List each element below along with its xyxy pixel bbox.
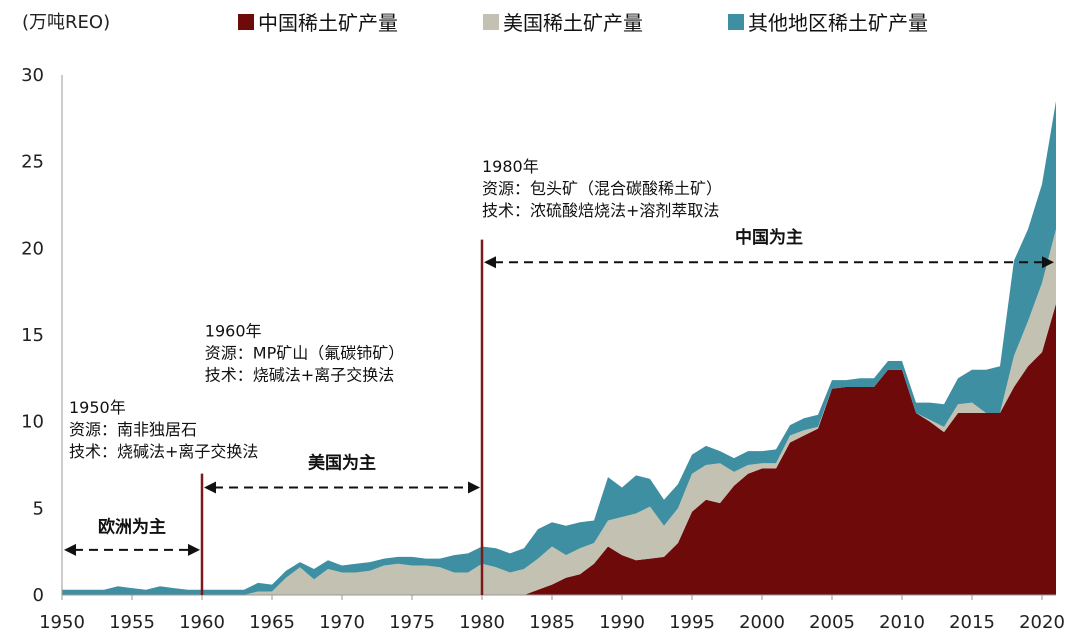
legend-swatch-other bbox=[728, 14, 744, 30]
y-tick-label: 25 bbox=[21, 152, 44, 173]
annotation-line: 1950年 bbox=[69, 398, 126, 417]
x-tick-label: 1985 bbox=[529, 612, 575, 633]
arrow-left-icon bbox=[64, 543, 76, 556]
x-tick-label: 2000 bbox=[739, 612, 785, 633]
annotation-line: 资源：MP矿山（氟碳铈矿） bbox=[205, 344, 404, 363]
x-tick-label: 2010 bbox=[879, 612, 925, 633]
legend-item-other: 其他地区稀土矿产量 bbox=[728, 11, 928, 35]
y-tick-label: 10 bbox=[21, 412, 44, 433]
arrow-right-icon bbox=[188, 543, 200, 556]
axes bbox=[61, 75, 1056, 596]
legend-swatch-usa bbox=[483, 14, 499, 30]
era-arrow: 欧洲为主 bbox=[64, 517, 200, 556]
legend-label-usa: 美国稀土矿产量 bbox=[503, 11, 643, 35]
y-tick-label: 5 bbox=[33, 498, 44, 519]
annotation-line: 1980年 bbox=[482, 157, 539, 176]
x-tick-label: 1950 bbox=[39, 612, 85, 633]
x-tick-label: 1965 bbox=[249, 612, 295, 633]
x-tick-label: 1995 bbox=[669, 612, 715, 633]
y-tick-label: 0 bbox=[33, 585, 44, 606]
era-arrow: 美国为主 bbox=[204, 452, 480, 494]
area-china bbox=[62, 303, 1056, 595]
plot-area: 0 5 10 15 20 25 30 1950 1955 1960 1965 1970 1975 1980… bbox=[21, 65, 1065, 633]
y-tick-label: 20 bbox=[21, 238, 44, 259]
era-label: 中国为主 bbox=[735, 227, 803, 248]
legend-label-china: 中国稀土矿产量 bbox=[258, 11, 398, 35]
legend: 中国稀土矿产量 美国稀土矿产量 其他地区稀土矿产量 bbox=[238, 11, 928, 35]
era-label: 美国为主 bbox=[308, 452, 376, 473]
x-tick-label: 2015 bbox=[949, 612, 995, 633]
annotation-line: 技术：浓硫酸焙烧法+溶剂萃取法 bbox=[482, 201, 719, 220]
stacked-areas bbox=[62, 101, 1056, 596]
x-tick-label: 1975 bbox=[389, 612, 435, 633]
legend-label-other: 其他地区稀土矿产量 bbox=[748, 11, 928, 35]
y-tick-label: 30 bbox=[21, 65, 44, 86]
annotation-line: 技术：烧碱法+离子交换法 bbox=[205, 366, 394, 385]
x-tick-label: 1970 bbox=[319, 612, 365, 633]
arrow-right-icon bbox=[468, 481, 480, 494]
x-tick-label: 1960 bbox=[179, 612, 225, 633]
era-arrow: 中国为主 bbox=[484, 227, 1054, 269]
x-tick-label: 2020 bbox=[1019, 612, 1065, 633]
arrow-right-icon bbox=[1042, 256, 1054, 269]
legend-item-usa: 美国稀土矿产量 bbox=[483, 11, 643, 35]
annotation-line: 技术：烧碱法+离子交换法 bbox=[69, 442, 258, 461]
x-tick-label: 1990 bbox=[599, 612, 645, 633]
annotation-line: 1960年 bbox=[205, 322, 262, 341]
legend-item-china: 中国稀土矿产量 bbox=[238, 11, 398, 35]
x-tick-label: 2005 bbox=[809, 612, 855, 633]
era-label: 欧洲为主 bbox=[98, 517, 166, 538]
arrow-left-icon bbox=[204, 481, 216, 494]
y-tick-label: 15 bbox=[21, 325, 44, 346]
annotation-line: 资源：南非独居石 bbox=[69, 420, 197, 439]
x-tick-label: 1980 bbox=[459, 612, 505, 633]
unit-label: (万吨REO) bbox=[22, 12, 110, 33]
x-tick-label: 1955 bbox=[109, 612, 155, 633]
legend-swatch-china bbox=[238, 14, 254, 30]
annotation-line: 资源：包头矿（混合碳酸稀土矿） bbox=[482, 179, 722, 198]
arrow-left-icon bbox=[484, 256, 496, 269]
